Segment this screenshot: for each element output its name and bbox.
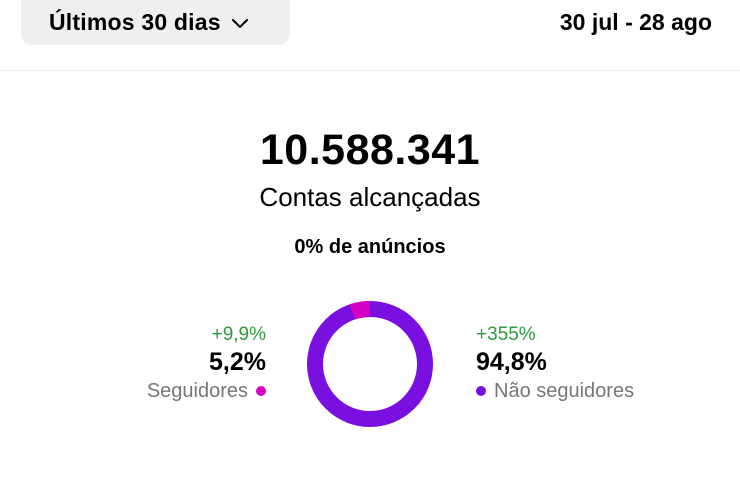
non-followers-percent: 94,8% <box>476 348 547 376</box>
accounts-reached-label: Contas alcançadas <box>259 182 481 212</box>
chevron-down-icon <box>231 18 248 28</box>
followers-stats: +9,9% 5,2% Seguidores <box>147 323 266 405</box>
followers-percent: 5,2% <box>209 348 266 376</box>
reach-donut-chart <box>307 301 433 427</box>
date-range-text: 30 jul - 28 ago <box>559 9 712 35</box>
ads-share-text: 0% de anúncios <box>294 236 446 258</box>
non-followers-delta: +355% <box>476 324 536 345</box>
donut-segment-followers <box>307 301 433 427</box>
top-bar: Últimos 30 dias 30 jul - 28 ago <box>0 0 740 71</box>
followers-delta: +9,9% <box>211 324 266 345</box>
non-followers-stats: +355% 94,8% Não seguidores <box>476 323 634 405</box>
non-followers-dot <box>476 386 486 396</box>
donut-segment-non-followers <box>307 301 433 427</box>
followers-legend: Seguidores <box>147 377 266 405</box>
date-range-dropdown-label: Últimos 30 dias <box>49 9 221 35</box>
followers-dot <box>256 386 266 396</box>
date-range-dropdown[interactable]: Últimos 30 dias <box>21 0 290 45</box>
non-followers-legend: Não seguidores <box>476 377 634 405</box>
accounts-reached-count: 10.588.341 <box>259 126 481 174</box>
followers-label: Seguidores <box>146 380 248 402</box>
non-followers-label: Não seguidores <box>494 380 635 402</box>
